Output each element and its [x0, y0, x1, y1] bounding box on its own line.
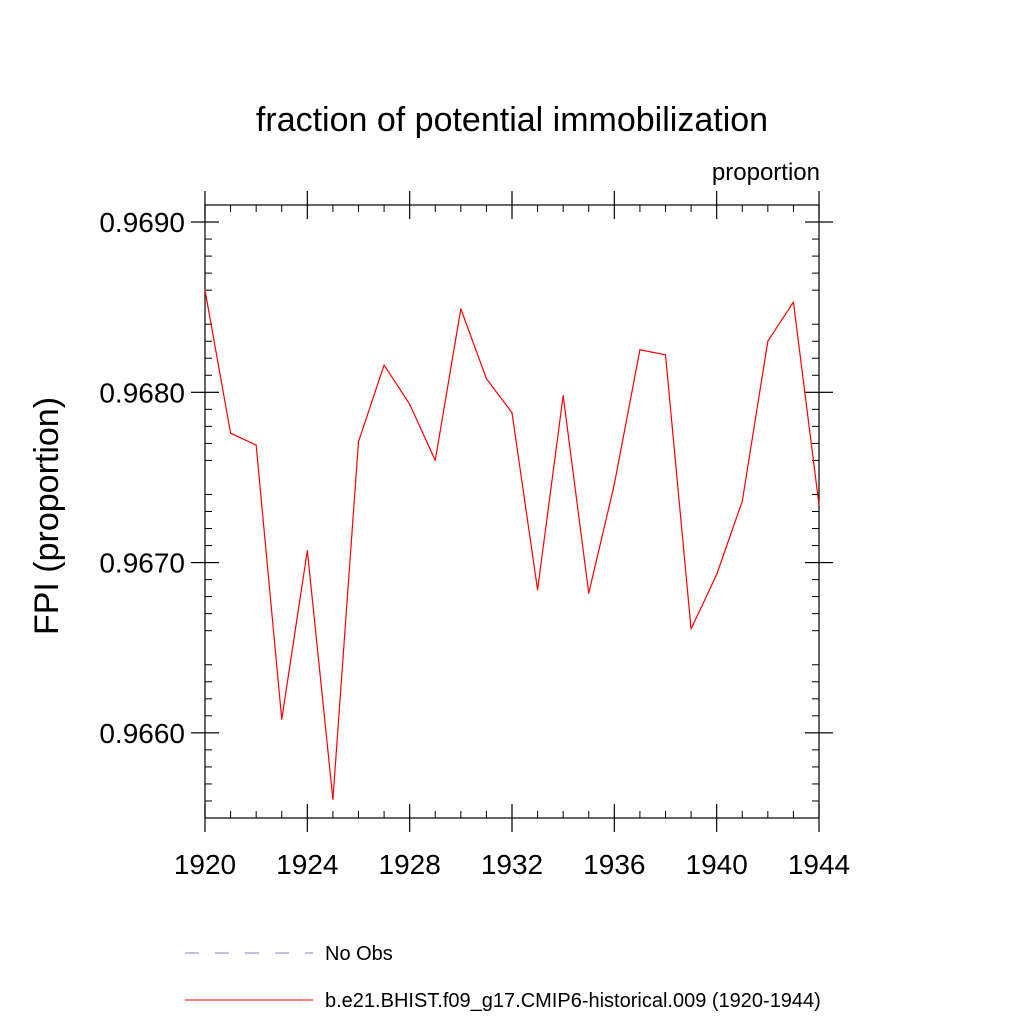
chart-title: fraction of potential immobilization — [256, 101, 768, 139]
data-point — [818, 504, 820, 506]
series-segment — [511, 412, 539, 590]
series-segment — [613, 349, 641, 485]
series-segment — [460, 308, 487, 379]
plot-frame — [204, 204, 820, 819]
y-tick-label: 0.9670 — [99, 548, 185, 579]
series-segment — [741, 341, 769, 502]
series-segment — [204, 290, 232, 434]
x-tick-label: 1920 — [174, 849, 236, 880]
y-tick-label: 0.9690 — [99, 207, 185, 238]
x-tick-label: 1928 — [379, 849, 441, 880]
series-segment — [383, 364, 411, 405]
series-layer — [204, 289, 820, 800]
series-segment — [767, 301, 794, 342]
y-tick-label: 0.9680 — [99, 377, 185, 408]
series-segment — [690, 574, 718, 630]
series-segment — [332, 441, 360, 800]
x-tick-label: 1936 — [583, 849, 645, 880]
series-segment — [536, 395, 564, 590]
series-segment — [357, 364, 385, 442]
series-segment — [792, 301, 820, 505]
x-tick-label: 1940 — [686, 849, 748, 880]
x-tick-label: 1932 — [481, 849, 543, 880]
series-segment — [434, 308, 462, 461]
series-segment — [485, 378, 513, 414]
x-ticks: 1920 1924 1928 1932 1936 1940 1944 — [174, 191, 850, 880]
series-segment — [664, 354, 692, 630]
legend-label-no-obs: No Obs — [325, 943, 393, 965]
series-segment — [255, 445, 283, 720]
series-segment — [306, 550, 334, 800]
legend: No Obs b.e21.BHIST.f09_g17.CMIP6-histori… — [185, 943, 821, 1012]
x-tick-label: 1924 — [276, 849, 338, 880]
series-segment — [639, 349, 666, 356]
series-segment — [281, 550, 308, 720]
units-label: proportion — [712, 159, 820, 186]
series-segment — [716, 501, 743, 575]
y-ticks: 0.9660 0.9670 0.9680 0.9690 — [99, 204, 833, 802]
legend-label-model: b.e21.BHIST.f09_g17.CMIP6-historical.009… — [325, 990, 821, 1012]
series-segment — [409, 403, 436, 461]
series-segment — [562, 395, 590, 594]
y-axis-label: FPI (proportion) — [28, 397, 66, 635]
series-segment — [588, 484, 615, 594]
y-tick-label: 0.9660 — [99, 718, 185, 749]
series-segment — [230, 432, 257, 446]
x-tick-label: 1944 — [788, 849, 850, 880]
